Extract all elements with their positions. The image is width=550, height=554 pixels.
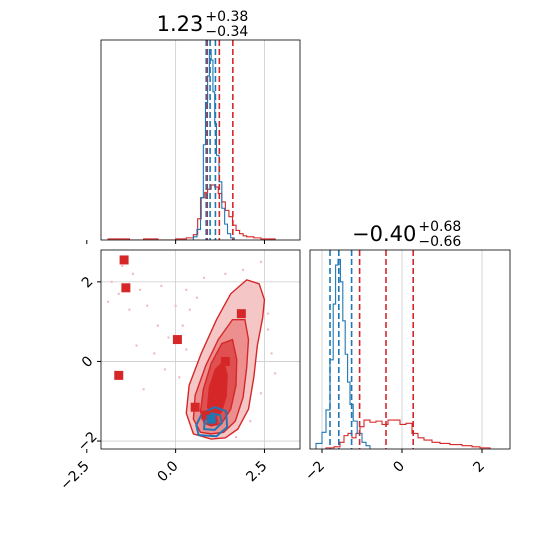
sample-dot [110,280,113,284]
title-param1-value: 1.23 [157,12,204,36]
hist2-tick-label: 0 [390,458,408,476]
red-square-marker [114,370,124,380]
sample-dot [266,312,270,315]
sample-dot [234,435,238,439]
title-param1: 1.23 [157,12,204,36]
red-square-marker [190,402,200,412]
red-square-marker [172,335,182,345]
sample-dot [153,352,156,355]
joint-plot-area [89,250,300,449]
red-square-marker [236,309,246,319]
sample-dot [156,324,160,327]
joint-x-tick-label: 2.5 [243,458,270,485]
sample-dot [117,292,120,295]
red-square-marker [201,410,211,420]
red-square-marker [89,329,98,338]
sample-dot [195,296,199,299]
sample-dot [188,308,192,311]
sample-dot [160,284,163,288]
joint-x-tick-label: −2.5 [57,458,92,493]
red-square-marker [208,394,218,404]
hist1-plot-area [107,40,276,240]
title-param1-lower: −0.34 [205,24,248,40]
joint-y-tick-label: 2 [79,274,97,292]
blue-contour-level-0 [195,406,229,438]
title-param2-lower: −0.66 [418,234,461,250]
joint-scatter-panel: −2.5 0.0 2.5 −2 0 2 [57,249,301,494]
red-square-marker [119,255,129,265]
sample-dot [106,300,110,303]
sample-dot [181,324,184,327]
sample-dot [185,348,188,351]
joint-y-tick-label: 0 [79,353,97,371]
sample-dot [121,264,124,268]
sample-dot [259,260,263,264]
sample-dot [249,419,252,423]
hist2-tick-label: 2 [470,458,488,476]
hist1-frame [100,39,301,241]
sample-dot [224,272,227,276]
marginal-histogram-param2: −2 0 2 [302,249,511,484]
sample-dot [202,276,206,280]
sample-dot [138,288,142,291]
joint-y-tick-label: −2 [75,429,101,455]
sample-dot [167,336,170,339]
hist2-series-0-step [325,419,491,449]
sample-dot [259,392,263,395]
red-square-marker [220,356,230,366]
sample-dot [266,328,270,331]
joint-x-tick-label: 0.0 [155,458,182,485]
sample-dot [177,376,181,379]
hist1-series-0-step [107,184,276,240]
joint-frame [100,249,301,450]
red-square-marker [121,283,131,293]
sample-dot [163,368,167,371]
title-param2-upper: +0.68 [418,219,461,235]
marginal-histogram-param1 [86,39,301,244]
sample-dot [185,288,188,291]
hist1-series-1-step [192,48,235,240]
hist2-plot-area [315,250,491,449]
sample-dot [174,304,177,307]
sample-dot [241,268,245,272]
sample-dot [131,272,135,276]
sample-dot [145,304,149,307]
hist2-tick-label: −2 [302,458,328,484]
title-param1-upper: +0.38 [205,9,248,25]
hist2-frame [309,249,511,450]
blue-square-marker [206,414,216,424]
title-param2-value: −0.40 [352,222,416,246]
sample-dot [135,344,138,347]
hist2-series-1-step [315,258,371,449]
sample-dot [273,372,277,375]
sample-dot [128,308,131,311]
sample-dot [142,388,145,391]
sample-dot [270,352,273,355]
